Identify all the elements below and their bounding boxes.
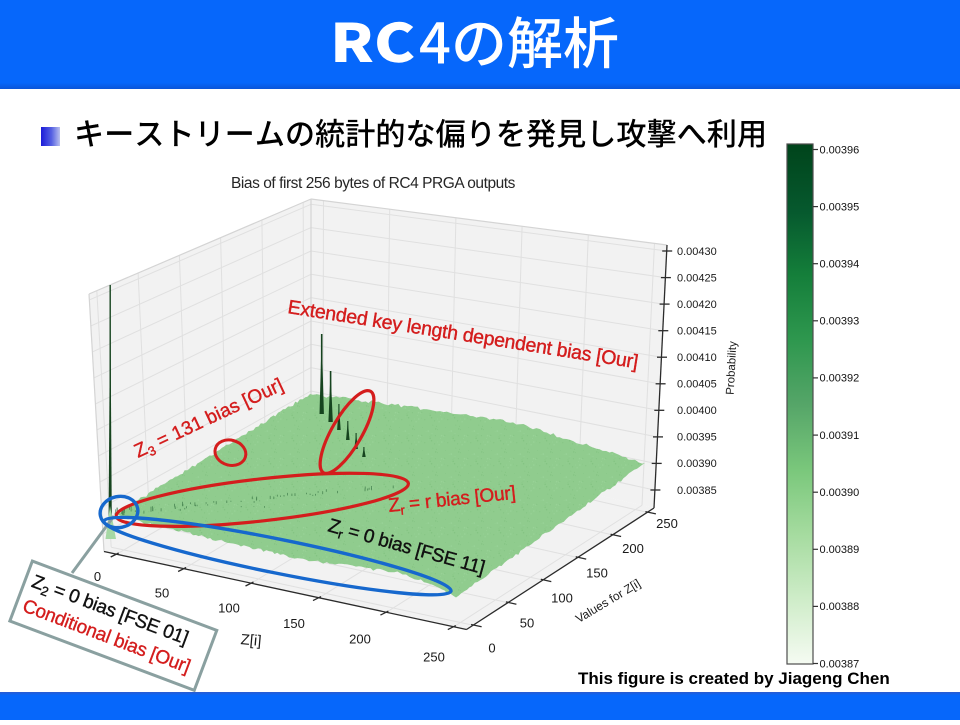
svg-text:150: 150 [283, 616, 305, 631]
svg-text:50: 50 [520, 616, 534, 631]
svg-text:0.00396: 0.00396 [820, 144, 860, 156]
svg-text:250: 250 [656, 516, 678, 531]
svg-text:0.00415: 0.00415 [677, 326, 717, 338]
svg-text:Bias of first 256 bytes of RC4: Bias of first 256 bytes of RC4 PRGA outp… [231, 175, 516, 192]
svg-text:0.00425: 0.00425 [677, 272, 717, 284]
svg-text:200: 200 [349, 632, 371, 647]
svg-text:0.00394: 0.00394 [820, 259, 860, 271]
svg-text:0.00400: 0.00400 [677, 405, 717, 417]
svg-text:0: 0 [488, 641, 495, 656]
svg-text:0.00430: 0.00430 [677, 246, 717, 258]
svg-text:100: 100 [218, 601, 240, 616]
svg-text:0.00388: 0.00388 [820, 601, 860, 613]
svg-text:Probability: Probability [725, 341, 740, 395]
svg-text:0.00385: 0.00385 [677, 485, 717, 497]
svg-text:0.00390: 0.00390 [820, 487, 860, 499]
svg-text:0.00387: 0.00387 [820, 658, 860, 670]
svg-text:0.00393: 0.00393 [820, 316, 860, 328]
svg-text:0.00395: 0.00395 [820, 201, 860, 213]
svg-text:150: 150 [586, 566, 608, 581]
svg-text:0.00395: 0.00395 [677, 432, 717, 444]
svg-text:50: 50 [155, 586, 169, 601]
svg-text:100: 100 [551, 591, 573, 606]
svg-text:250: 250 [423, 650, 445, 665]
svg-text:200: 200 [622, 541, 644, 556]
svg-text:Values for Z[i]: Values for Z[i] [573, 576, 643, 626]
svg-text:0.00420: 0.00420 [677, 299, 717, 311]
svg-text:0.00405: 0.00405 [677, 379, 717, 391]
svg-text:0.00392: 0.00392 [820, 373, 860, 385]
svg-text:0.00389: 0.00389 [820, 544, 860, 556]
svg-text:0.00410: 0.00410 [677, 352, 717, 364]
svg-text:0: 0 [94, 569, 101, 584]
svg-text:Z[i]: Z[i] [240, 631, 262, 650]
svg-text:0.00390: 0.00390 [677, 458, 717, 470]
svg-text:0.00391: 0.00391 [820, 430, 860, 442]
